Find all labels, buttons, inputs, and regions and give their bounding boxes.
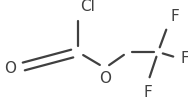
Text: O: O	[4, 60, 16, 75]
Text: F: F	[144, 85, 152, 100]
Text: F: F	[170, 9, 179, 24]
Text: O: O	[99, 71, 111, 86]
Text: Cl: Cl	[80, 0, 95, 14]
Text: F: F	[180, 51, 188, 65]
